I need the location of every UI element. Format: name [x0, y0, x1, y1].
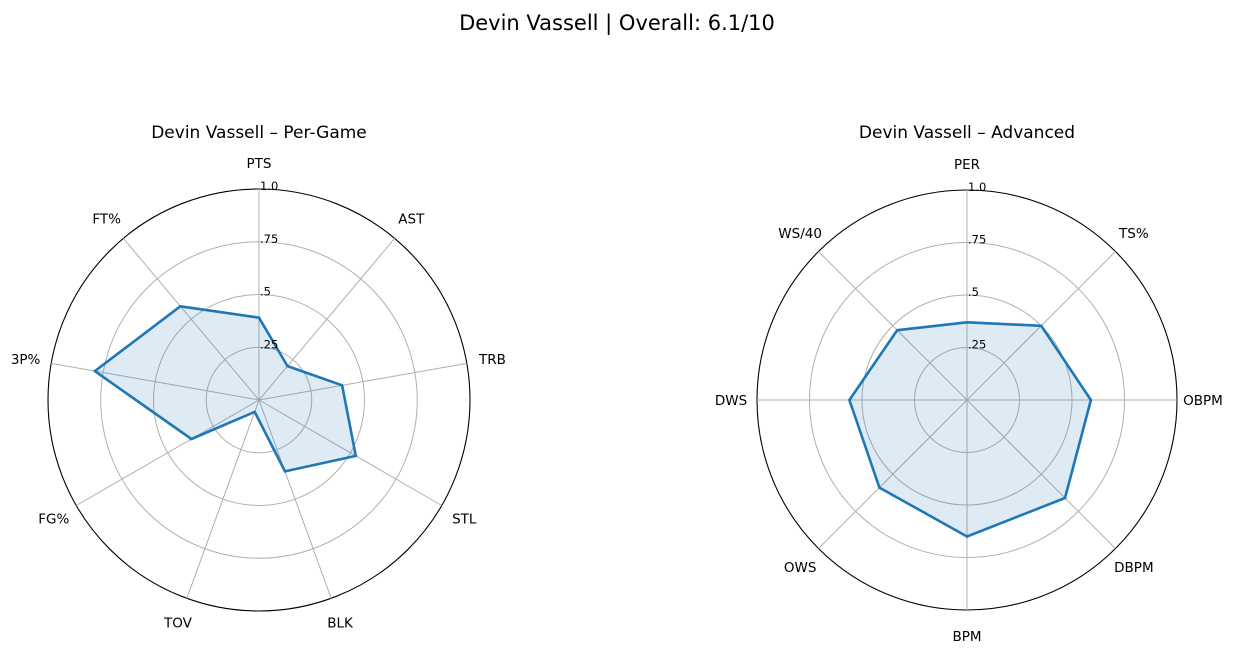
axis-label-blk: BLK	[327, 616, 354, 632]
axis-label-stl: STL	[452, 512, 477, 528]
data-point-bpm	[965, 535, 969, 538]
axis-label-per: PER	[954, 157, 980, 173]
advanced-radar-panel: Devin Vassell – Advanced PER TS% OBPM DBPM B…	[715, 123, 1223, 645]
data-point-ft-pct	[179, 304, 182, 308]
radial-tick-label: .75	[968, 233, 986, 247]
spoke-ast	[258, 238, 396, 401]
radial-tick-label: 1.0	[968, 180, 986, 194]
data-point-dbpm	[1063, 496, 1067, 500]
axis-label-ft-pct: FT%	[92, 211, 121, 227]
per-game-radar-title: Devin Vassell – Per-Game	[151, 123, 367, 143]
spoke-ows	[818, 399, 968, 549]
data-point-3p-pct	[93, 369, 97, 373]
data-point-per	[965, 321, 969, 324]
per-game-radar-panel: Devin Vassell – Per-Game PTS AST TRB STL BLK…	[11, 123, 506, 632]
axis-label-dbpm: DBPM	[1114, 560, 1153, 576]
axis-label-ast: AST	[398, 211, 425, 227]
data-point-pts	[257, 316, 261, 320]
spoke-trb	[258, 362, 467, 401]
spoke-fg-pct	[76, 399, 260, 506]
axis-label-fg-pct: FG%	[38, 512, 69, 528]
data-point-ts-pct	[1039, 324, 1043, 328]
data-point-ws-per-40	[895, 328, 899, 332]
data-point-dws	[848, 398, 851, 402]
data-point-blk	[283, 470, 287, 473]
data-point-trb	[340, 384, 344, 387]
data-point-obpm	[1089, 398, 1093, 402]
axis-label-obpm: OBPM	[1183, 393, 1223, 409]
spoke-3p-pct	[51, 362, 260, 401]
axis-label-ws-per-40: WS/40	[778, 226, 822, 242]
radial-tick-label: .25	[260, 337, 278, 351]
data-point-stl	[354, 454, 358, 458]
axis-label-dws: DWS	[715, 393, 747, 409]
axis-label-tov: TOV	[163, 616, 193, 632]
axis-label-pts: PTS	[247, 156, 272, 172]
series-outline	[93, 304, 358, 473]
axis-label-trb: TRB	[478, 352, 506, 368]
advanced-radar-title: Devin Vassell – Advanced	[859, 123, 1075, 143]
spoke-ft-pct	[122, 238, 260, 401]
radial-tick-label: 1.0	[260, 179, 278, 193]
spoke-dbpm	[966, 399, 1116, 549]
spoke-blk	[258, 399, 332, 599]
spoke-tov	[186, 399, 260, 599]
series-fill-area	[849, 322, 1091, 537]
data-point-ows	[878, 486, 881, 489]
spoke-ws-per-40	[818, 251, 968, 401]
spoke-stl	[258, 399, 442, 506]
radial-tick-label: .5	[968, 285, 979, 299]
series-fill-area	[94, 306, 356, 472]
data-point-fg-pct	[190, 437, 193, 441]
axis-label-ows: OWS	[784, 560, 817, 576]
axis-label-ts-pct: TS%	[1118, 226, 1149, 242]
radial-tick-label: .25	[968, 338, 986, 352]
axis-label-bpm: BPM	[952, 629, 981, 645]
figure-title: Devin Vassell | Overall: 6.1/10	[459, 11, 775, 36]
data-point-ast	[286, 364, 289, 368]
data-point-tov	[253, 410, 256, 414]
axis-label-3p-pct: 3P%	[11, 352, 41, 368]
radial-tick-label: .75	[260, 232, 278, 246]
radial-tick-label: .5	[260, 285, 271, 299]
